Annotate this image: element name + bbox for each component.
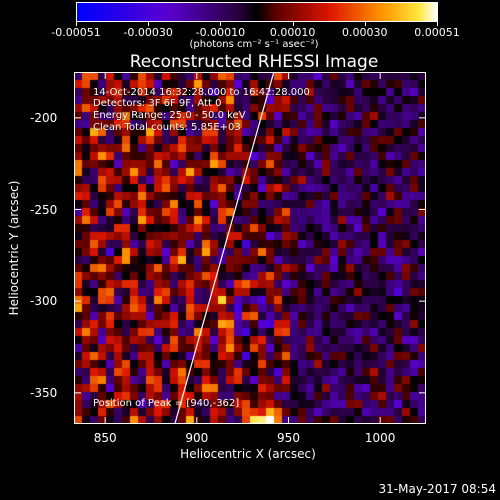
colorbar-tick-label: 0.00051 bbox=[414, 26, 460, 39]
plot-title: Reconstructed RHESSI Image bbox=[129, 52, 379, 72]
peak-position: Position of Peak = [940,-362] bbox=[93, 398, 240, 409]
x-axis-label: Heliocentric X (arcsec) bbox=[180, 447, 316, 461]
colorbar-gradient bbox=[77, 3, 437, 21]
info-detectors: Detectors: 3F 6F 9F, Att 0 bbox=[93, 98, 222, 109]
info-time-range: 14-Oct-2014 16:32:28.000 to 16:42:28.000 bbox=[93, 87, 310, 98]
solar-limb-line bbox=[174, 72, 275, 424]
plot-frame bbox=[74, 72, 426, 424]
x-tick-label: 950 bbox=[277, 431, 300, 445]
plot-overlay bbox=[74, 72, 426, 424]
colorbar-tick-label: -0.00051 bbox=[51, 26, 101, 39]
colorbar-tick-label: -0.00030 bbox=[123, 26, 173, 39]
colorbar-tick-label: -0.00010 bbox=[195, 26, 246, 39]
colorbar-tick-label: 0.00030 bbox=[342, 26, 388, 39]
y-axis-label: Heliocentric Y (arcsec) bbox=[7, 180, 21, 316]
x-tick-label: 850 bbox=[93, 431, 117, 445]
info-method-counts: Clean Total counts: 5.85E+03 bbox=[93, 122, 241, 133]
timestamp: 31-May-2017 08:54 bbox=[378, 482, 496, 496]
colorbar-tick bbox=[148, 22, 150, 26]
y-tick-label: -300 bbox=[30, 294, 58, 309]
colorbar-tick bbox=[437, 22, 438, 26]
info-energy-range: Energy Range: 25.0 - 50.0 keV bbox=[93, 110, 246, 121]
colorbar-units: (photons cm⁻² s⁻¹ asec⁻²) bbox=[189, 39, 319, 50]
y-tick-label: -250 bbox=[30, 202, 58, 217]
y-tick-label: -350 bbox=[30, 385, 58, 400]
colorbar-tick bbox=[364, 22, 366, 26]
image-plot-area: 14-Oct-2014 16:32:28.000 to 16:42:28.000… bbox=[74, 72, 426, 424]
colorbar-tick bbox=[220, 22, 222, 26]
x-tick-label: 1000 bbox=[364, 431, 396, 445]
colorbar-tick bbox=[76, 22, 77, 26]
colorbar-tick-label: 0.00010 bbox=[269, 26, 316, 39]
rhessi-image bbox=[74, 72, 426, 424]
axis-ticks bbox=[74, 72, 426, 424]
colorbar-tick bbox=[292, 22, 294, 26]
x-tick-label: 900 bbox=[185, 431, 209, 445]
y-tick-label: -200 bbox=[30, 110, 58, 125]
colorbar bbox=[76, 2, 438, 22]
